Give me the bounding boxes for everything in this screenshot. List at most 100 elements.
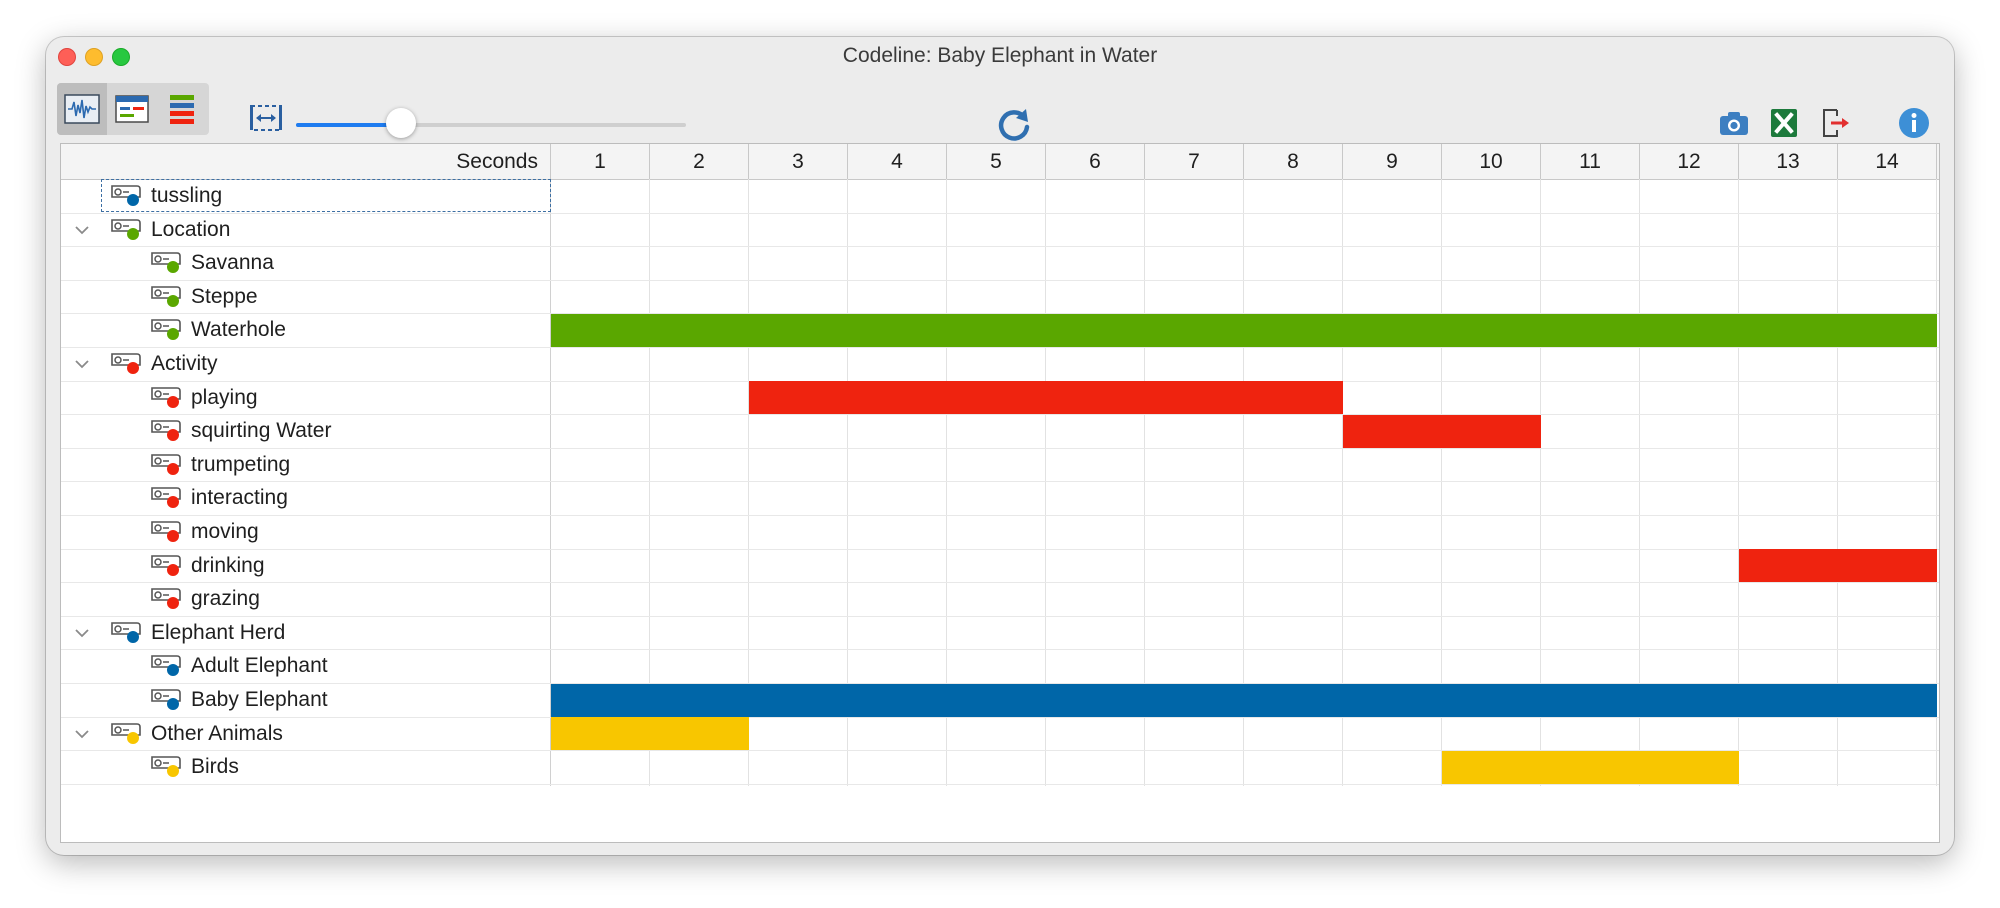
code-label: Adult Elephant	[191, 654, 328, 678]
toolbar	[46, 75, 1954, 143]
grid-hline	[61, 716, 1939, 718]
code-tag-icon	[151, 386, 181, 408]
excel-icon[interactable]	[1768, 107, 1800, 139]
code-label: tussling	[151, 184, 223, 207]
chevron-down-icon[interactable]	[74, 222, 90, 238]
code-row[interactable]: moving	[61, 515, 551, 548]
code-label: drinking	[191, 553, 265, 577]
code-row[interactable]: interacting	[61, 481, 551, 514]
coded-segment[interactable]	[551, 313, 1937, 347]
code-label: trumpeting	[191, 452, 291, 476]
code-label: grazing	[191, 587, 260, 611]
code-row[interactable]: Activity	[61, 347, 551, 380]
code-label: Location	[151, 217, 231, 241]
coded-segment[interactable]	[1343, 414, 1541, 448]
code-label: Waterhole	[191, 318, 286, 342]
code-label: moving	[191, 520, 259, 543]
chevron-down-icon[interactable]	[74, 356, 90, 372]
code-tag-icon	[111, 722, 141, 744]
code-label: Other Animals	[151, 721, 283, 745]
code-row[interactable]: Baby Elephant	[61, 683, 551, 716]
grid-vline	[1144, 179, 1145, 786]
code-row[interactable]: Steppe	[61, 280, 551, 313]
grid-vline	[1738, 179, 1739, 786]
grid-vline	[1441, 179, 1442, 786]
info-icon[interactable]	[1898, 107, 1930, 139]
grid-vline	[1639, 179, 1640, 786]
grid-hline	[61, 447, 1939, 449]
code-tag-icon	[151, 285, 181, 307]
code-tag-icon	[111, 621, 141, 643]
minimize-window-button[interactable]	[85, 48, 103, 66]
code-row[interactable]: Waterhole	[61, 313, 551, 346]
second-header-10: 10	[1442, 144, 1541, 179]
code-label: Baby Elephant	[191, 688, 328, 711]
zoom-slider[interactable]	[296, 108, 686, 138]
code-row[interactable]: Location	[61, 213, 551, 246]
camera-icon[interactable]	[1718, 107, 1750, 139]
second-header-6: 6	[1046, 144, 1145, 179]
zoom-slider-fill	[296, 123, 402, 127]
code-row[interactable]: Birds	[61, 750, 551, 783]
second-header-7: 7	[1145, 144, 1244, 179]
waveform-view-button[interactable]	[57, 83, 107, 135]
chevron-down-icon[interactable]	[74, 726, 90, 742]
code-row[interactable]: Other Animals	[61, 717, 551, 750]
document-view-button[interactable]	[107, 83, 157, 135]
code-tag-icon	[111, 185, 141, 206]
grid-hline	[61, 279, 1939, 281]
chevron-down-icon[interactable]	[74, 625, 90, 641]
close-window-button[interactable]	[58, 48, 76, 66]
zoom-slider-handle[interactable]	[386, 108, 417, 138]
code-row[interactable]: drinking	[61, 549, 551, 582]
color-bars-view-button[interactable]	[157, 83, 207, 135]
code-tag-icon	[151, 689, 181, 710]
coded-segment[interactable]	[551, 717, 749, 751]
code-tag-icon	[151, 319, 181, 341]
code-row[interactable]: trumpeting	[61, 448, 551, 481]
code-tag-icon	[151, 588, 181, 610]
coded-segment[interactable]	[1739, 549, 1937, 583]
export-icon[interactable]	[1819, 107, 1851, 139]
code-label: Savanna	[191, 251, 274, 275]
fit-width-icon[interactable]	[249, 104, 283, 132]
coded-segment[interactable]	[749, 381, 1343, 415]
zoom-window-button[interactable]	[112, 48, 130, 66]
refresh-icon[interactable]	[996, 107, 1032, 143]
code-tag-icon	[151, 487, 181, 509]
label-column-divider	[550, 179, 551, 786]
code-tag-icon	[151, 420, 181, 442]
second-header-1: 1	[551, 144, 650, 179]
code-tag-icon	[151, 453, 181, 475]
grid-vline	[748, 179, 749, 786]
grid-vline	[847, 179, 848, 786]
coded-segment[interactable]	[551, 683, 1937, 717]
grid-vline	[946, 179, 947, 786]
timeline-header: Seconds 1 2 3 4 5 6 7 8 9 10 11 12 13 14	[61, 144, 1939, 180]
code-row[interactable]: Savanna	[61, 246, 551, 279]
code-label: Steppe	[191, 284, 258, 308]
coded-segment[interactable]	[1442, 750, 1739, 784]
second-header-12: 12	[1640, 144, 1739, 179]
code-row[interactable]: grazing	[61, 582, 551, 615]
codeline-window: Codeline: Baby Elephant in Water	[46, 37, 1954, 855]
codeline-panel: Seconds 1 2 3 4 5 6 7 8 9 10 11 12 13 14 tussling Loca…	[60, 143, 1940, 843]
code-row[interactable]: playing	[61, 381, 551, 414]
second-header-5: 5	[947, 144, 1046, 179]
grid-vline	[649, 179, 650, 786]
second-header-13: 13	[1739, 144, 1838, 179]
code-tag-icon	[151, 252, 181, 274]
code-row[interactable]: Adult Elephant	[61, 649, 551, 682]
second-header-14: 14	[1838, 144, 1937, 179]
seconds-unit-label: Seconds	[61, 144, 551, 179]
code-row[interactable]: squirting Water	[61, 414, 551, 447]
code-tag-icon	[151, 554, 181, 576]
code-row[interactable]: tussling	[61, 179, 551, 212]
grid-hline	[61, 783, 1939, 785]
code-row[interactable]: Elephant Herd	[61, 616, 551, 649]
title-bar: Codeline: Baby Elephant in Water	[46, 37, 1954, 75]
code-label: Activity	[151, 352, 218, 375]
code-tag-icon	[111, 218, 141, 240]
selection-outline	[101, 179, 551, 212]
grid-hline	[61, 481, 1939, 483]
